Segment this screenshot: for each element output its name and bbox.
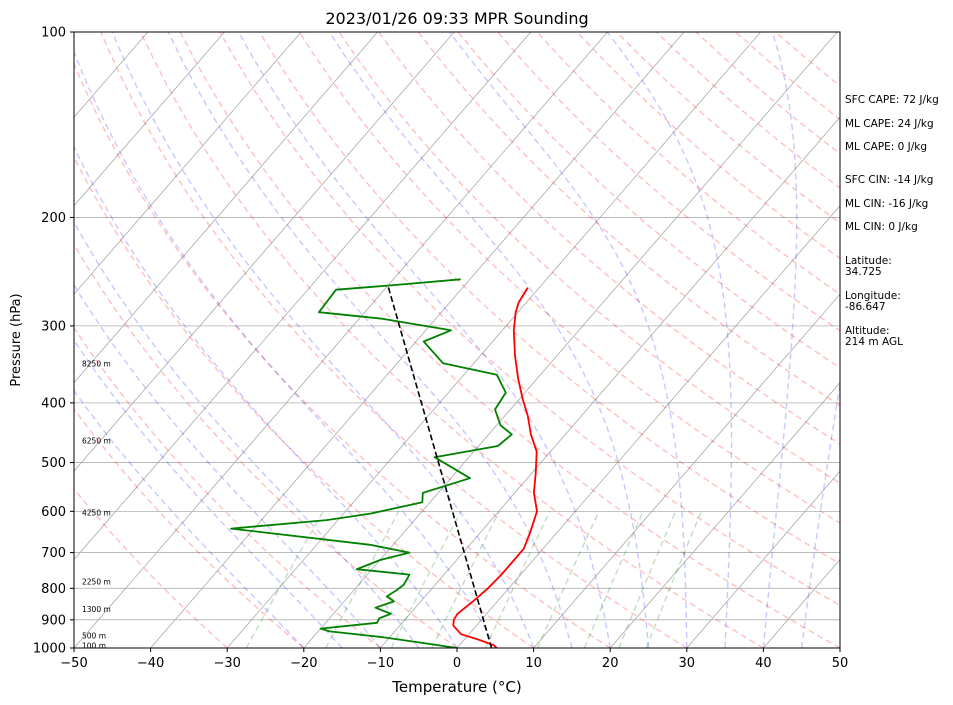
- moist-adiabat: [74, 389, 305, 648]
- chart-title: 2023/01/26 09:33 MPR Sounding: [325, 9, 588, 28]
- mixing-ratio-line: [484, 510, 551, 648]
- isotherm-line: [380, 116, 840, 648]
- x-tick-label: −10: [367, 656, 394, 671]
- altitude-label: Altitude: 214 m AGL: [845, 325, 903, 348]
- moist-adiabat: [448, 32, 688, 648]
- dry-adiabat: [139, 32, 764, 648]
- moist-adiabat: [238, 32, 611, 648]
- dry-adiabat: [74, 155, 534, 648]
- y-axis-label: Pressure (hPa): [9, 293, 24, 386]
- moist-adiabat: [74, 339, 343, 648]
- ml-cape-label-2: ML CAPE: 0 J/kg: [845, 141, 928, 153]
- isotherm-line: [686, 470, 840, 648]
- dry-adiabat: [179, 32, 840, 648]
- mixing-ratio-line: [431, 510, 500, 648]
- isotherm-line: [609, 382, 840, 648]
- dry-adiabat: [497, 32, 840, 332]
- dry-adiabat: [457, 32, 840, 369]
- isotherm-line: [303, 32, 838, 648]
- sfc-cin-label: SFC CIN: -14 J/kg: [845, 174, 934, 186]
- y-tick-label: 800: [41, 582, 66, 597]
- isotherm-line: [226, 32, 761, 648]
- moist-adiabat: [328, 32, 650, 648]
- isotherm-line: [456, 205, 840, 648]
- y-tick-label: 100: [41, 26, 66, 41]
- isotherm-line: [533, 293, 840, 648]
- x-tick-label: −20: [290, 656, 317, 671]
- x-tick-label: 20: [602, 656, 619, 671]
- mixing-ratio-line: [618, 511, 677, 648]
- x-tick-label: −50: [60, 656, 87, 671]
- height-label: 4250 m: [82, 509, 111, 518]
- x-tick-label: 30: [679, 656, 696, 671]
- mixing-ratio-line: [245, 510, 324, 648]
- y-tick-label: 400: [41, 396, 66, 411]
- height-label: 2250 m: [82, 578, 111, 587]
- sfc-cape-label: SFC CAPE: 72 J/kg: [845, 94, 939, 106]
- longitude-label: Longitude: -86.647: [845, 290, 901, 313]
- y-tick-label: 600: [41, 505, 66, 520]
- x-tick-label: −40: [137, 656, 164, 671]
- height-label: 8250 m: [82, 359, 111, 368]
- x-tick-label: 0: [453, 656, 461, 671]
- mixing-ratio-line: [645, 511, 702, 648]
- x-tick-label: 40: [755, 656, 772, 671]
- ml-cape-label: ML CAPE: 24 J/kg: [845, 118, 934, 130]
- mixing-ratio-line: [536, 511, 600, 648]
- x-axis-label: Temperature (°C): [391, 678, 521, 696]
- moist-adiabat: [111, 32, 535, 648]
- moist-adiabat: [606, 32, 733, 648]
- y-tick-label: 300: [41, 319, 66, 334]
- mixing-ratio-line: [583, 511, 644, 648]
- dry-adiabat: [219, 32, 840, 607]
- dry-adiabat: [417, 32, 840, 407]
- dry-adiabat: [74, 243, 458, 648]
- dry-adiabat: [74, 407, 305, 648]
- moist-adiabat: [801, 380, 840, 648]
- moist-adiabat: [167, 32, 573, 648]
- isotherm-line: [74, 32, 302, 295]
- height-label: 6250 m: [82, 436, 111, 445]
- latitude-label: Latitude: 34.725: [845, 255, 892, 278]
- x-tick-label: 10: [525, 656, 542, 671]
- moist-adiabat: [762, 32, 798, 648]
- y-tick-label: 700: [41, 546, 66, 561]
- isotherm-line: [74, 32, 532, 561]
- x-tick-label: 50: [832, 656, 849, 671]
- temperature-profile: [452, 287, 538, 648]
- x-tick-label: −30: [213, 656, 240, 671]
- height-label: 100 m: [82, 641, 106, 650]
- y-tick-label: 900: [41, 613, 66, 628]
- mixing-ratio-line: [325, 510, 400, 648]
- dry-adiabat: [74, 487, 228, 648]
- isotherm-line: [74, 32, 455, 472]
- ml-cin-label: ML CIN: -16 J/kg: [845, 198, 929, 210]
- height-label: 500 m: [82, 632, 106, 641]
- isotherm-line: [74, 32, 378, 384]
- isotherm-line: [74, 32, 608, 648]
- height-label: 1300 m: [82, 605, 111, 614]
- y-tick-label: 500: [41, 456, 66, 471]
- ml-cin-label-2: ML CIN: 0 J/kg: [845, 221, 918, 233]
- y-tick-label: 200: [41, 211, 66, 226]
- dewpoint-profile: [230, 278, 513, 648]
- isotherm-line: [74, 32, 225, 207]
- moist-adiabat: [74, 145, 458, 648]
- isotherm-line: [150, 32, 685, 648]
- dry-adiabat: [100, 32, 688, 648]
- mixing-ratio-line: [390, 510, 462, 648]
- y-tick-label: 1000: [33, 642, 66, 657]
